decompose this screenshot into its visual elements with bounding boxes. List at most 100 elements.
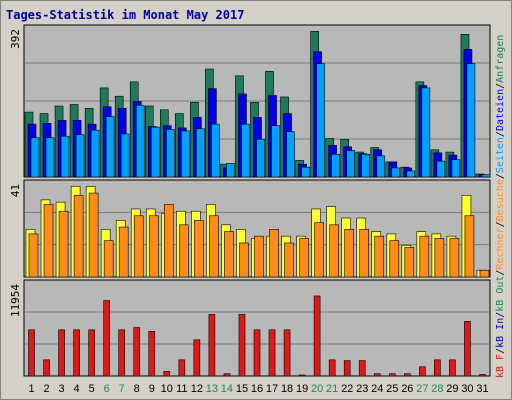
x-tick-label: 1 [28, 383, 34, 395]
bar-besuche [481, 174, 491, 178]
bar-kb-f [404, 373, 411, 377]
legend-entry: / [495, 131, 506, 137]
bar-besuche [209, 215, 219, 278]
x-tick-label: 24 [371, 383, 383, 395]
bar-kb-f [133, 327, 141, 377]
bar-besuche [299, 238, 309, 278]
x-tick-label: 27 [416, 383, 428, 395]
bar-kb-f [464, 321, 471, 377]
legend-entry: / [495, 83, 506, 89]
bar-besuche [361, 154, 371, 178]
bar-kb-f [388, 373, 396, 377]
x-tick-label: 6 [104, 383, 110, 395]
side-legend: kB F/kB In/kB Out/Rechner/Besuche/Seiten… [495, 35, 506, 378]
legend-entry: Anfragen [495, 35, 506, 83]
bar-kb-f [208, 314, 216, 377]
bar-besuche [464, 215, 475, 278]
x-tick-label: 31 [476, 383, 488, 395]
bar-besuche [254, 235, 264, 278]
bar-besuche [194, 219, 204, 278]
bar-besuche [239, 242, 249, 278]
bar-besuche [30, 137, 40, 178]
y-max-label-middle: 41 [9, 184, 22, 197]
x-tick-label: 10 [161, 383, 173, 395]
bar-kb-f [88, 329, 95, 377]
bar-besuche [434, 238, 445, 278]
bar-besuche [165, 129, 175, 178]
bar-kb-f [238, 314, 246, 377]
legend-entry: / [495, 221, 506, 227]
legend-entry: / [495, 270, 506, 276]
x-tick-label: 5 [89, 383, 95, 395]
y-max-label-top: 392 [9, 29, 22, 49]
x-tick-label: 26 [401, 383, 413, 395]
chart-title: Tages-Statistik im Monat May 2017 [6, 8, 245, 22]
bar-kb-f [434, 359, 441, 377]
x-tick-label: 25 [386, 383, 398, 395]
bar-besuche [256, 138, 265, 178]
legend-entry: / [495, 312, 506, 318]
bar-besuche [284, 242, 294, 278]
bar-besuche [374, 235, 385, 278]
x-tick-label: 2 [43, 383, 49, 395]
x-tick-label: 16 [251, 383, 263, 395]
bar-besuche [75, 134, 85, 178]
bar-kb-f [148, 331, 156, 377]
bar-kb-f [328, 359, 336, 377]
x-tick-label: 21 [326, 383, 338, 395]
bar-besuche [286, 131, 295, 178]
x-tick-label: 12 [191, 383, 203, 395]
x-tick-label: 29 [446, 383, 458, 395]
bar-besuche [314, 222, 324, 278]
bar-besuche [105, 116, 115, 178]
y-max-label-bottom: 11954 [9, 284, 22, 317]
bar-besuche [45, 137, 55, 178]
x-tick-label: 3 [59, 383, 65, 395]
legend-entry: Besuche [495, 179, 506, 221]
bar-kb-f [358, 360, 366, 377]
bar-besuche [150, 126, 160, 178]
bar-besuche [271, 125, 280, 178]
x-tick-label: 30 [461, 383, 473, 395]
bar-besuche [58, 210, 69, 278]
x-tick-label: 17 [266, 383, 278, 395]
legend-entry: kB F [495, 354, 506, 378]
bar-kb-f [298, 374, 306, 377]
bar-besuche [90, 129, 100, 178]
legend-entry: Rechner [495, 227, 506, 269]
bar-besuche [301, 166, 310, 178]
bar-besuche [179, 224, 189, 278]
bar-kb-f [283, 329, 291, 377]
legend-entry: kB Out [495, 276, 506, 312]
bar-besuche [28, 233, 39, 278]
bar-besuche [421, 87, 431, 178]
bar-besuche [241, 123, 250, 178]
legend-entry: / [495, 173, 506, 179]
bar-besuche [331, 154, 340, 178]
bar-kb-f [373, 373, 381, 377]
x-tick-label: 8 [134, 383, 140, 395]
x-tick-label: 23 [356, 383, 368, 395]
bar-kb-f [118, 329, 126, 377]
bar-besuche [344, 229, 354, 278]
bar-kb-f [313, 295, 321, 377]
bar-besuche [449, 238, 460, 278]
x-tick-label: 20 [311, 383, 323, 395]
bar-besuche [73, 195, 84, 278]
bar-besuche [406, 170, 416, 178]
bar-besuche [479, 269, 490, 278]
x-tick-label: 7 [119, 383, 125, 395]
bar-besuche [181, 130, 190, 178]
bar-kb-f [73, 329, 80, 377]
bar-besuche [148, 215, 159, 278]
x-tick-label: 14 [221, 383, 233, 395]
x-tick-label: 19 [296, 383, 308, 395]
x-tick-label: 28 [431, 383, 443, 395]
bar-besuche [196, 128, 205, 178]
bar-kb-f [223, 373, 231, 377]
bar-kb-f [449, 359, 456, 377]
bar-kb-f [268, 329, 276, 377]
bar-besuche [391, 167, 401, 178]
bar-besuche [120, 133, 130, 178]
